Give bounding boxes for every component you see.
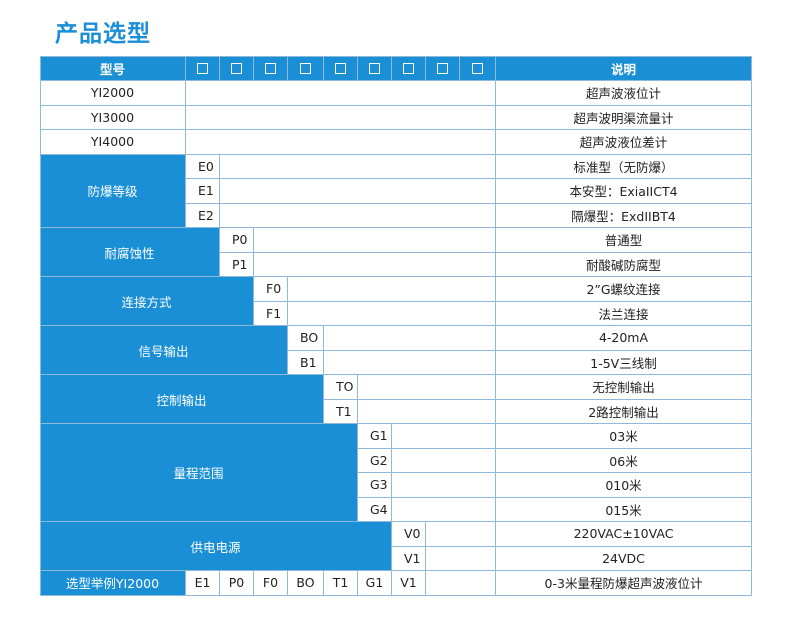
model-desc: 超声波液位差计 (496, 130, 752, 155)
model-desc: 超声波明渠流量计 (496, 105, 752, 130)
option-code: G4 (358, 497, 392, 522)
option-code: V0 (392, 522, 426, 547)
example-code: BO (288, 571, 324, 596)
option-code: G3 (358, 473, 392, 498)
option-blank (324, 350, 496, 375)
option-code: BO (288, 326, 324, 351)
header-code-box (358, 56, 392, 81)
header-code-box (426, 56, 460, 81)
header-code-box (460, 56, 496, 81)
code-box-icon (437, 62, 448, 74)
option-blank (426, 546, 496, 571)
option-blank (254, 252, 496, 277)
option-code: F0 (254, 277, 288, 302)
header-code-box (392, 56, 426, 81)
code-box-icon (403, 62, 414, 74)
header-code-box (324, 56, 358, 81)
option-blank (254, 228, 496, 253)
option-desc: 24VDC (496, 546, 752, 571)
model-name: YI4000 (40, 130, 186, 155)
option-desc: 2路控制输出 (496, 399, 752, 424)
option-desc: 普通型 (496, 228, 752, 253)
option-blank (358, 399, 496, 424)
header-desc-label: 说明 (496, 56, 752, 81)
option-desc: 4-20mA (496, 326, 752, 351)
option-desc: 2”G螺纹连接 (496, 277, 752, 302)
option-code: P1 (220, 252, 254, 277)
option-blank (392, 473, 496, 498)
option-code: V1 (392, 546, 426, 571)
model-desc: 超声波液位计 (496, 81, 752, 106)
option-code: B1 (288, 350, 324, 375)
header-model-label: 型号 (40, 56, 186, 81)
model-code-blank (186, 130, 496, 155)
option-code: P0 (220, 228, 254, 253)
model-name: YI3000 (40, 105, 186, 130)
option-blank (392, 424, 496, 449)
group-label: 量程范围 (40, 424, 358, 522)
option-code: E2 (186, 203, 220, 228)
model-code-blank (186, 81, 496, 106)
code-box-icon (300, 62, 311, 74)
option-blank (288, 277, 496, 302)
option-desc: 220VAC±10VAC (496, 522, 752, 547)
option-desc: 010米 (496, 473, 752, 498)
example-label: 选型举例YI2000 (40, 571, 186, 596)
option-code: G1 (358, 424, 392, 449)
code-box-icon (231, 62, 242, 74)
option-blank (220, 203, 496, 228)
example-code: F0 (254, 571, 288, 596)
option-blank (392, 448, 496, 473)
option-blank (288, 301, 496, 326)
model-name: YI2000 (40, 81, 186, 106)
page-title: 产品选型 (55, 21, 151, 47)
option-desc: 015米 (496, 497, 752, 522)
option-code: T1 (324, 399, 358, 424)
code-box-icon (335, 62, 346, 74)
header-code-box (186, 56, 220, 81)
option-desc: 本安型：ExiaIICT4 (496, 179, 752, 204)
group-label: 耐腐蚀性 (40, 228, 220, 277)
example-desc: 0-3米量程防爆超声波液位计 (496, 571, 752, 596)
group-label: 供电电源 (40, 522, 392, 571)
example-code: E1 (186, 571, 220, 596)
option-blank (358, 375, 496, 400)
code-box-icon (472, 62, 483, 74)
option-desc: 06米 (496, 448, 752, 473)
option-blank (324, 326, 496, 351)
option-desc: 03米 (496, 424, 752, 449)
group-label: 防爆等级 (40, 154, 186, 228)
option-desc: 隔爆型：ExdIIBT4 (496, 203, 752, 228)
header-code-box (254, 56, 288, 81)
option-blank (220, 154, 496, 179)
header-code-box (220, 56, 254, 81)
example-code-blank (426, 571, 496, 596)
group-label: 控制输出 (40, 375, 324, 424)
group-label: 连接方式 (40, 277, 254, 326)
option-code: G2 (358, 448, 392, 473)
header-code-box (288, 56, 324, 81)
option-blank (392, 497, 496, 522)
option-desc: 法兰连接 (496, 301, 752, 326)
option-desc: 耐酸碱防腐型 (496, 252, 752, 277)
model-code-blank (186, 105, 496, 130)
option-code: E1 (186, 179, 220, 204)
option-code: F1 (254, 301, 288, 326)
group-label: 信号输出 (40, 326, 288, 375)
example-code: G1 (358, 571, 392, 596)
option-desc: 标准型（无防爆） (496, 154, 752, 179)
example-code: V1 (392, 571, 426, 596)
option-blank (426, 522, 496, 547)
option-code: E0 (186, 154, 220, 179)
selection-table: 型号 说明 YI2000 超声波液位计 YI3000 超声波明渠流量计 YI4000 超声… (40, 56, 752, 596)
code-box-icon (265, 62, 276, 74)
code-box-icon (369, 62, 380, 74)
example-code: P0 (220, 571, 254, 596)
option-code: TO (324, 375, 358, 400)
code-box-icon (197, 62, 208, 74)
example-code: T1 (324, 571, 358, 596)
option-desc: 1-5V三线制 (496, 350, 752, 375)
option-blank (220, 179, 496, 204)
option-desc: 无控制输出 (496, 375, 752, 400)
